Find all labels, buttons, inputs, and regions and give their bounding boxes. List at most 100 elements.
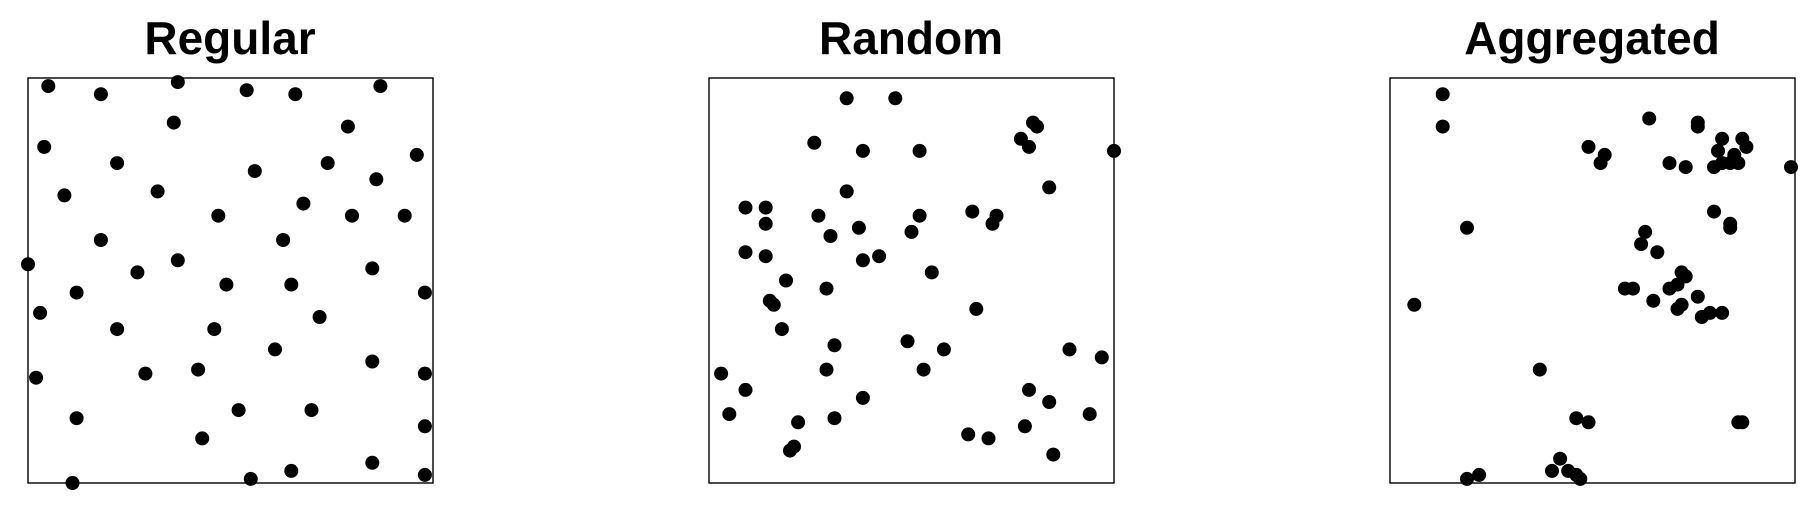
- data-point: [29, 370, 44, 385]
- data-point: [839, 91, 854, 106]
- data-point: [1694, 310, 1709, 324]
- data-point: [766, 297, 781, 312]
- data-point: [924, 265, 939, 280]
- data-point: [839, 184, 854, 199]
- data-point: [231, 403, 246, 418]
- panel-regular: Regular: [21, 12, 434, 490]
- data-point: [365, 354, 380, 369]
- data-point: [758, 200, 773, 215]
- data-point: [1711, 143, 1725, 158]
- data-point: [722, 407, 737, 422]
- data-point: [69, 285, 84, 300]
- points-aggregated: [1407, 87, 1798, 486]
- data-point: [1662, 156, 1677, 171]
- data-point: [1707, 160, 1721, 175]
- data-point: [1062, 342, 1077, 357]
- data-point: [93, 87, 108, 102]
- data-point: [320, 156, 335, 171]
- data-point: [965, 204, 980, 219]
- data-point: [916, 362, 931, 377]
- data-point: [1715, 131, 1730, 146]
- data-point: [138, 366, 153, 381]
- data-point: [1042, 180, 1057, 195]
- data-point: [1638, 224, 1653, 239]
- data-point: [373, 79, 388, 94]
- data-point: [57, 188, 72, 203]
- data-point: [912, 143, 927, 158]
- data-point: [1642, 111, 1657, 126]
- data-point: [1646, 293, 1661, 308]
- data-point: [304, 403, 319, 418]
- data-point: [296, 196, 311, 211]
- data-point: [900, 334, 915, 349]
- data-point: [807, 135, 822, 150]
- data-point: [1723, 220, 1738, 235]
- data-point: [1650, 245, 1665, 260]
- data-point: [239, 83, 254, 98]
- data-point: [219, 277, 234, 292]
- data-point: [1046, 447, 1061, 462]
- data-point: [191, 362, 206, 377]
- data-point: [888, 91, 903, 106]
- data-point: [811, 208, 826, 223]
- data-point: [417, 366, 432, 381]
- data-point: [1662, 281, 1677, 296]
- data-point: [288, 87, 303, 102]
- data-point: [1107, 143, 1121, 158]
- data-point: [312, 310, 327, 324]
- data-point: [714, 366, 729, 381]
- plot-frame-random: [708, 77, 1115, 484]
- data-point: [1784, 160, 1798, 175]
- data-point: [170, 75, 185, 90]
- data-point: [1690, 289, 1705, 304]
- data-point: [819, 281, 834, 296]
- data-point: [41, 79, 56, 94]
- data-point: [738, 200, 753, 215]
- data-point: [110, 322, 125, 337]
- data-point: [1545, 463, 1559, 478]
- data-point: [855, 390, 870, 405]
- data-point: [1472, 467, 1487, 482]
- data-point: [1670, 301, 1685, 316]
- data-point: [417, 467, 432, 482]
- data-point: [758, 216, 773, 231]
- points-random: [714, 91, 1121, 462]
- data-point: [1094, 350, 1109, 365]
- data-point: [340, 119, 355, 134]
- data-point: [1460, 471, 1474, 486]
- data-point: [1678, 160, 1693, 175]
- data-point: [851, 220, 866, 235]
- data-point: [166, 115, 181, 130]
- data-point: [779, 273, 793, 288]
- data-point: [872, 249, 887, 264]
- panel-title-aggregated: Aggregated: [1464, 12, 1720, 64]
- data-point: [276, 233, 291, 247]
- data-point: [1581, 139, 1596, 154]
- data-point: [738, 245, 753, 260]
- data-point: [1022, 382, 1036, 397]
- panel-random: Random: [708, 12, 1121, 484]
- data-point: [1017, 419, 1032, 434]
- data-point: [150, 184, 165, 199]
- data-point: [365, 261, 380, 276]
- data-point: [1022, 139, 1036, 154]
- data-point: [1731, 415, 1746, 430]
- data-point: [969, 301, 984, 316]
- data-point: [1435, 119, 1450, 134]
- data-point: [912, 208, 927, 223]
- data-point: [284, 463, 299, 478]
- data-point: [774, 322, 789, 337]
- data-point: [365, 455, 380, 470]
- panel-aggregated: Aggregated: [1389, 12, 1798, 486]
- data-point: [1407, 297, 1422, 312]
- data-point: [1731, 156, 1746, 171]
- data-point: [936, 342, 951, 357]
- panel-title-random: Random: [819, 12, 1003, 64]
- data-point: [1460, 220, 1474, 235]
- data-point: [827, 411, 842, 426]
- data-point: [397, 208, 412, 223]
- data-point: [409, 147, 424, 162]
- data-point: [247, 164, 262, 179]
- data-point: [284, 277, 299, 292]
